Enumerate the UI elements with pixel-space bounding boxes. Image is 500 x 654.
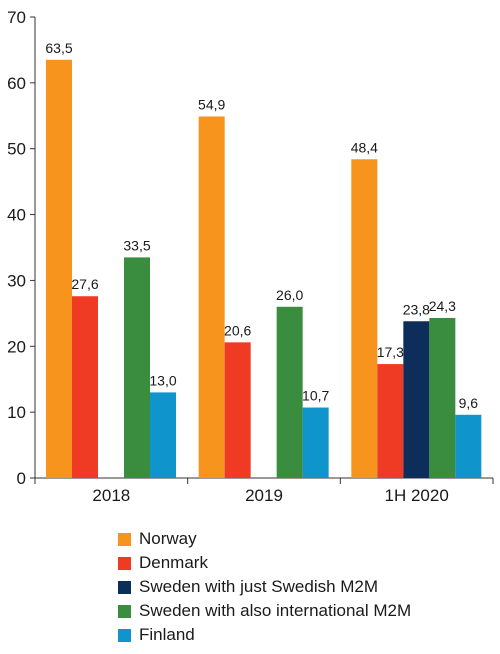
x-tick-label: 1H 2020 — [385, 486, 449, 505]
bar — [302, 407, 329, 478]
x-tick-label: 2019 — [245, 486, 283, 505]
chart-legend: Norway Denmark Sweden with just Swedish M2… — [118, 527, 411, 647]
y-tick-label: 0 — [17, 469, 26, 488]
x-tick-label: 2018 — [92, 486, 130, 505]
data-label: 9,6 — [459, 395, 479, 411]
data-label: 26,0 — [276, 287, 303, 303]
bar — [46, 59, 72, 479]
bar — [351, 159, 378, 478]
y-tick-label: 30 — [7, 271, 26, 290]
data-label: 54,9 — [198, 96, 225, 112]
legend-item: Denmark — [118, 551, 411, 575]
bar — [455, 414, 482, 478]
data-label: 33,5 — [123, 237, 150, 253]
legend-swatch — [118, 604, 131, 618]
data-label: 27,6 — [71, 276, 98, 292]
data-label: 20,6 — [224, 322, 251, 338]
legend-label: Finland — [139, 625, 195, 644]
data-label: 10,7 — [302, 388, 329, 404]
bar — [150, 392, 176, 478]
y-tick-label: 60 — [7, 74, 26, 93]
bar — [403, 321, 430, 478]
data-label: 13,0 — [149, 372, 176, 388]
legend-item: Sweden with also international M2M — [118, 599, 411, 623]
legend-item: Sweden with just Swedish M2M — [118, 575, 411, 599]
data-label: 24,3 — [429, 298, 456, 314]
bar-chart: 0 10 20 30 40 50 60 70 2018 63,5 27,6 33,5 13,0 2019 5… — [7, 8, 494, 505]
bar — [72, 296, 98, 478]
legend-item: Norway — [118, 527, 411, 551]
legend-swatch — [118, 532, 131, 546]
legend-label: Sweden with just Swedish M2M — [139, 577, 379, 596]
y-tick-label: 70 — [7, 8, 26, 27]
bar — [429, 317, 456, 478]
legend-swatch — [118, 556, 131, 570]
y-tick-label: 40 — [7, 206, 26, 225]
data-label: 17,3 — [377, 344, 404, 360]
data-label: 23,8 — [403, 301, 430, 317]
legend-label: Denmark — [139, 553, 208, 572]
legend-item: Finland — [118, 623, 411, 647]
bar — [276, 306, 303, 478]
data-label: 63,5 — [45, 40, 72, 56]
bar — [224, 342, 251, 478]
y-tick-label: 10 — [7, 403, 26, 422]
legend-label: Sweden with also international M2M — [139, 601, 412, 620]
legend-swatch — [118, 580, 131, 594]
bar — [124, 257, 150, 478]
y-tick-label: 50 — [7, 140, 26, 159]
y-tick-label: 20 — [7, 337, 26, 356]
bar — [198, 116, 225, 479]
data-label: 48,4 — [351, 139, 378, 155]
legend-swatch — [118, 628, 131, 642]
bar — [377, 364, 404, 478]
legend-label: Norway — [139, 529, 197, 548]
